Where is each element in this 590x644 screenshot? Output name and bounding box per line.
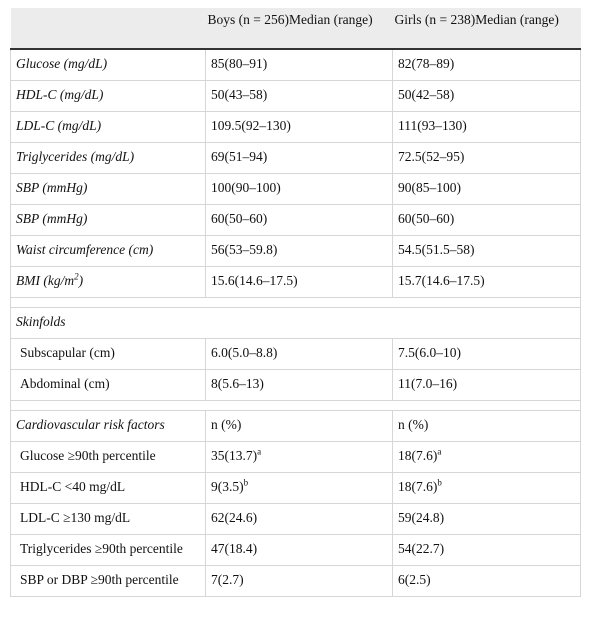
value-cell: 54.5(51.5–58)	[392, 235, 581, 267]
row-label: HDL-C (mg/dL)	[10, 80, 206, 112]
table-row: Skinfolds	[10, 307, 581, 339]
value-cell: 18(7.6)b	[392, 472, 581, 504]
table-row: SBP (mmHg) 60(50–60) 60(50–60)	[10, 204, 581, 236]
header-cell	[10, 8, 206, 50]
cell-text: )	[78, 273, 84, 288]
row-label: Abdominal (cm)	[10, 369, 206, 401]
cell-text: 35(13.7)	[211, 448, 258, 463]
value-cell: 9(3.5)b	[205, 472, 393, 504]
row-label: Skinfolds	[10, 307, 581, 339]
table-row: BMI (kg/m2) 15.6(14.6–17.5) 15.7(14.6–17.5…	[10, 266, 581, 298]
table-row: Abdominal (cm) 8(5.6–13) 11(7.0–16)	[10, 369, 581, 401]
value-cell: 69(51–94)	[205, 142, 393, 174]
value-cell: 109.5(92–130)	[205, 111, 393, 143]
row-label: BMI (kg/m2)	[10, 266, 206, 298]
spacer-cell	[10, 297, 581, 308]
row-label: Subscapular (cm)	[10, 338, 206, 370]
spacer-row	[10, 297, 581, 308]
table-row: Waist circumference (cm) 56(53–59.8) 54.5(…	[10, 235, 581, 267]
table-row: HDL-C (mg/dL) 50(43–58) 50(42–58)	[10, 80, 581, 112]
table-row: LDL-C ≥130 mg/dL 62(24.6) 59(24.8)	[10, 503, 581, 535]
value-cell: 18(7.6)a	[392, 441, 581, 473]
row-label: SBP or DBP ≥90th percentile	[10, 565, 206, 597]
value-cell: 72.5(52–95)	[392, 142, 581, 174]
row-label: Waist circumference (cm)	[10, 235, 206, 267]
value-cell: 15.7(14.6–17.5)	[392, 266, 581, 298]
row-label: Glucose (mg/dL)	[10, 48, 206, 81]
spacer-cell	[10, 400, 581, 411]
table-row: Triglycerides ≥90th percentile 47(18.4) 54…	[10, 534, 581, 566]
spacer-row	[10, 400, 581, 411]
row-label: LDL-C (mg/dL)	[10, 111, 206, 143]
value-cell: 56(53–59.8)	[205, 235, 393, 267]
table-row: Subscapular (cm) 6.0(5.0–8.8) 7.5(6.0–10)	[10, 338, 581, 370]
value-cell: 8(5.6–13)	[205, 369, 393, 401]
data-table: Boys (n = 256)Median (range) Girls (n = …	[10, 8, 581, 597]
header-cell: Girls (n = 238)Median (range)	[392, 8, 581, 50]
superscript: b	[243, 477, 249, 488]
row-label: Triglycerides ≥90th percentile	[10, 534, 206, 566]
value-cell: 54(22.7)	[392, 534, 581, 566]
value-cell: 7(2.7)	[205, 565, 393, 597]
cell-text: 18(7.6)	[398, 448, 438, 463]
row-label: SBP (mmHg)	[10, 173, 206, 205]
value-cell: 85(80–91)	[205, 48, 393, 81]
header-cell: Boys (n = 256)Median (range)	[205, 8, 393, 50]
row-label: Triglycerides (mg/dL)	[10, 142, 206, 174]
value-cell: 60(50–60)	[205, 204, 393, 236]
table-row: Glucose ≥90th percentile 35(13.7)a 18(7.6)…	[10, 441, 581, 473]
table-row: Glucose (mg/dL) 85(80–91) 82(78–89)	[10, 48, 581, 81]
row-label: HDL-C <40 mg/dL	[10, 472, 206, 504]
value-cell: 111(93–130)	[392, 111, 581, 143]
superscript: a	[437, 446, 442, 457]
cell-text: BMI (kg/m	[16, 273, 75, 288]
row-label: LDL-C ≥130 mg/dL	[10, 503, 206, 535]
cell-text: 18(7.6)	[398, 479, 438, 494]
table-row: Triglycerides (mg/dL) 69(51–94) 72.5(52–95…	[10, 142, 581, 174]
row-label: SBP (mmHg)	[10, 204, 206, 236]
value-cell: 59(24.8)	[392, 503, 581, 535]
table-row: HDL-C <40 mg/dL 9(3.5)b 18(7.6)b	[10, 472, 581, 504]
value-cell: 50(42–58)	[392, 80, 581, 112]
value-cell: 35(13.7)a	[205, 441, 393, 473]
table-row: LDL-C (mg/dL) 109.5(92–130) 111(93–130)	[10, 111, 581, 143]
value-cell: 15.6(14.6–17.5)	[205, 266, 393, 298]
value-cell: 62(24.6)	[205, 503, 393, 535]
value-cell: 11(7.0–16)	[392, 369, 581, 401]
value-cell: 6(2.5)	[392, 565, 581, 597]
value-cell: 6.0(5.0–8.8)	[205, 338, 393, 370]
cell-text: 9(3.5)	[211, 479, 244, 494]
value-cell: n (%)	[392, 410, 581, 442]
value-cell: 100(90–100)	[205, 173, 393, 205]
table-row: SBP (mmHg) 100(90–100) 90(85–100)	[10, 173, 581, 205]
table-row: SBP or DBP ≥90th percentile 7(2.7) 6(2.5)	[10, 565, 581, 597]
value-cell: 7.5(6.0–10)	[392, 338, 581, 370]
header-row: Boys (n = 256)Median (range) Girls (n = …	[10, 8, 581, 50]
value-cell: 50(43–58)	[205, 80, 393, 112]
table-row: Cardiovascular risk factors n (%) n (%)	[10, 410, 581, 442]
value-cell: 60(50–60)	[392, 204, 581, 236]
value-cell: n (%)	[205, 410, 393, 442]
value-cell: 82(78–89)	[392, 48, 581, 81]
value-cell: 90(85–100)	[392, 173, 581, 205]
row-label: Cardiovascular risk factors	[10, 410, 206, 442]
value-cell: 47(18.4)	[205, 534, 393, 566]
superscript: a	[257, 446, 262, 457]
superscript: 2	[74, 271, 79, 282]
row-label: Glucose ≥90th percentile	[10, 441, 206, 473]
superscript: b	[437, 477, 442, 488]
